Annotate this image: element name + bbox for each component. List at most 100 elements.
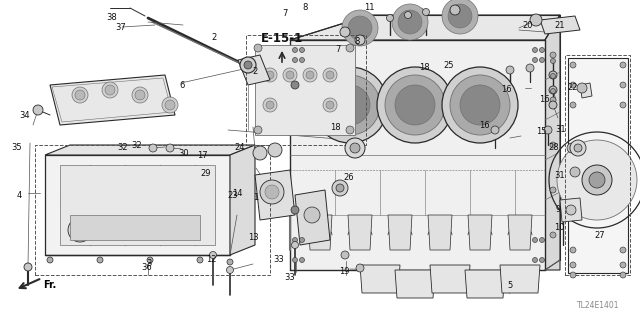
Text: 34: 34 (20, 110, 30, 120)
Circle shape (266, 101, 274, 109)
Circle shape (336, 184, 344, 192)
Text: 26: 26 (344, 174, 355, 182)
Circle shape (227, 259, 233, 265)
Circle shape (165, 100, 175, 110)
Circle shape (197, 257, 203, 263)
Polygon shape (540, 16, 580, 34)
Text: 14: 14 (232, 189, 243, 197)
Text: 33: 33 (274, 256, 284, 264)
Circle shape (450, 75, 510, 135)
Text: 28: 28 (548, 144, 559, 152)
Bar (246, 35, 366, 145)
Circle shape (574, 144, 582, 152)
Circle shape (395, 85, 435, 125)
Text: 9: 9 (556, 205, 561, 214)
Circle shape (263, 68, 277, 82)
Circle shape (341, 251, 349, 259)
Polygon shape (45, 155, 230, 255)
Circle shape (75, 90, 85, 100)
Circle shape (550, 97, 556, 103)
Circle shape (340, 27, 350, 37)
Circle shape (570, 262, 576, 268)
Circle shape (68, 218, 92, 242)
Text: 32: 32 (132, 140, 142, 150)
Circle shape (549, 86, 557, 94)
Text: 38: 38 (107, 13, 117, 23)
Text: 37: 37 (116, 24, 126, 33)
Text: 27: 27 (595, 231, 605, 240)
Circle shape (550, 73, 556, 78)
Circle shape (491, 126, 499, 134)
Text: 11: 11 (364, 4, 374, 12)
Circle shape (73, 223, 87, 237)
Circle shape (240, 57, 256, 73)
Circle shape (557, 140, 637, 220)
Circle shape (550, 88, 556, 93)
Text: 23: 23 (228, 190, 238, 199)
Circle shape (570, 167, 580, 177)
Circle shape (620, 62, 626, 68)
Circle shape (589, 172, 605, 188)
Circle shape (550, 232, 556, 238)
Circle shape (532, 48, 538, 53)
Polygon shape (468, 215, 492, 250)
Text: 10: 10 (554, 224, 564, 233)
Text: 2: 2 (252, 68, 258, 77)
Circle shape (570, 247, 576, 253)
Text: 18: 18 (419, 63, 429, 71)
Circle shape (620, 247, 626, 253)
Circle shape (549, 71, 557, 79)
Circle shape (330, 85, 370, 125)
Text: 35: 35 (12, 143, 22, 152)
Polygon shape (50, 75, 175, 125)
Circle shape (292, 257, 298, 263)
Text: 36: 36 (141, 263, 152, 272)
Polygon shape (428, 215, 452, 250)
Circle shape (303, 68, 317, 82)
Text: 33: 33 (285, 273, 296, 283)
Circle shape (350, 143, 360, 153)
Circle shape (227, 266, 234, 273)
Text: 5: 5 (508, 280, 513, 290)
Circle shape (567, 143, 577, 153)
Polygon shape (560, 198, 582, 222)
Circle shape (442, 0, 478, 34)
Circle shape (345, 138, 365, 158)
Circle shape (254, 126, 262, 134)
Circle shape (620, 262, 626, 268)
Text: 31: 31 (555, 170, 565, 180)
Circle shape (532, 257, 538, 263)
Text: 16: 16 (479, 121, 490, 130)
Polygon shape (395, 270, 435, 298)
Circle shape (342, 10, 378, 46)
Circle shape (304, 207, 320, 223)
Polygon shape (430, 265, 470, 293)
Circle shape (620, 82, 626, 88)
Polygon shape (255, 170, 295, 220)
Circle shape (326, 71, 334, 79)
Circle shape (320, 75, 380, 135)
Circle shape (566, 205, 576, 215)
Polygon shape (295, 190, 330, 245)
Polygon shape (348, 215, 372, 250)
Text: 17: 17 (196, 151, 207, 160)
Circle shape (326, 101, 334, 109)
Circle shape (346, 126, 354, 134)
Circle shape (532, 57, 538, 63)
Text: 30: 30 (179, 149, 189, 158)
Circle shape (577, 83, 587, 93)
Circle shape (263, 98, 277, 112)
Circle shape (332, 180, 348, 196)
Polygon shape (255, 45, 355, 135)
Circle shape (544, 126, 552, 134)
Text: 15: 15 (536, 128, 547, 137)
Polygon shape (465, 270, 505, 298)
Text: 8: 8 (355, 38, 360, 47)
Polygon shape (230, 145, 255, 255)
Circle shape (346, 44, 354, 52)
Polygon shape (290, 40, 545, 270)
Circle shape (97, 257, 103, 263)
Text: 32: 32 (118, 144, 128, 152)
Circle shape (549, 101, 557, 109)
Circle shape (300, 257, 305, 263)
